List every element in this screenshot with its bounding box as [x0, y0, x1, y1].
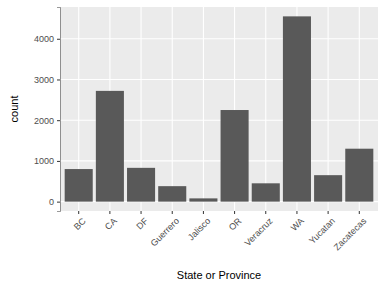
y-tick-mark: [57, 161, 60, 162]
x-tick-label: Zacatecas: [332, 216, 369, 253]
bar: [127, 168, 155, 202]
x-tick-label: Jalisco: [186, 216, 213, 243]
x-tick-mark: [296, 211, 297, 214]
y-tick: 2000: [34, 116, 60, 126]
plot: 0 1000 2000 3000 4000 BC CA DFGuerreroJalisco OR…: [34, 7, 378, 252]
y-tick-label: 4000: [34, 34, 54, 44]
bar: [314, 175, 342, 201]
bar: [345, 149, 373, 202]
x-tick-label: CA: [103, 216, 119, 232]
bar: [65, 169, 93, 202]
x-tick-mark: [203, 211, 204, 214]
x-tick-label: Guerrero: [149, 216, 182, 249]
y-tick-label: 3000: [34, 75, 54, 85]
grid: [60, 7, 378, 211]
bar: [189, 198, 217, 201]
x-tick-mark: [141, 211, 142, 214]
x-tick: DF: [134, 211, 150, 231]
x-tick-label: DF: [134, 216, 150, 232]
x-tick: BC: [72, 211, 88, 232]
x-tick: Zacatecas: [332, 211, 369, 252]
x-tick-mark: [359, 211, 360, 214]
x-tick-label: OR: [227, 216, 244, 233]
x-tick-mark: [265, 211, 266, 214]
y-tick-mark: [57, 202, 60, 203]
x-tick: Jalisco: [186, 211, 213, 242]
chart: 0 1000 2000 3000 4000 BC CA DFGuerreroJalisco OR…: [0, 0, 384, 288]
y-tick-label: 1000: [34, 156, 54, 166]
bar: [96, 91, 124, 202]
y-axis-line: [57, 8, 61, 212]
bars: [65, 16, 374, 201]
y-tick-mark: [57, 120, 60, 121]
x-tick-label: BC: [72, 216, 88, 232]
x-tick: Yucatan: [307, 211, 337, 246]
x-tick-label: Veracruz: [243, 216, 276, 249]
y-axis-title: count: [8, 96, 20, 123]
bar: [283, 16, 311, 201]
y-axis: 0 1000 2000 3000 4000: [34, 8, 61, 212]
x-grid-line: [203, 7, 204, 211]
x-tick: Veracruz: [243, 211, 276, 248]
bar: [221, 110, 249, 202]
y-grid-line: [60, 38, 378, 39]
x-tick: CA: [103, 211, 119, 232]
y-tick: 1000: [34, 156, 60, 166]
y-tick: 4000: [34, 34, 60, 44]
y-tick-mark: [57, 39, 60, 40]
y-tick: 0: [49, 197, 60, 207]
y-tick-label: 0: [49, 197, 54, 207]
x-tick-mark: [78, 211, 79, 214]
x-axis-title: State or Province: [177, 269, 261, 281]
x-tick: OR: [227, 211, 244, 232]
x-tick-mark: [234, 211, 235, 214]
panel-background: [60, 7, 378, 211]
x-tick: WA: [289, 211, 306, 233]
x-grid-line: [172, 7, 173, 211]
x-tick-label: Yucatan: [307, 216, 337, 246]
x-tick: Guerrero: [149, 211, 182, 248]
x-grid-line: [265, 7, 266, 211]
y-tick: 3000: [34, 75, 60, 85]
x-tick-mark: [109, 211, 110, 214]
bar: [252, 183, 280, 201]
x-axis: BC CA DFGuerreroJalisco ORVeracruz WAYucatan…: [72, 211, 369, 252]
y-tick-label: 2000: [34, 116, 54, 126]
x-tick-mark: [172, 211, 173, 214]
y-grid-line: [60, 79, 378, 80]
x-tick-mark: [328, 211, 329, 214]
x-tick-label: WA: [289, 216, 306, 233]
y-tick-mark: [57, 79, 60, 80]
bar: [158, 186, 186, 201]
